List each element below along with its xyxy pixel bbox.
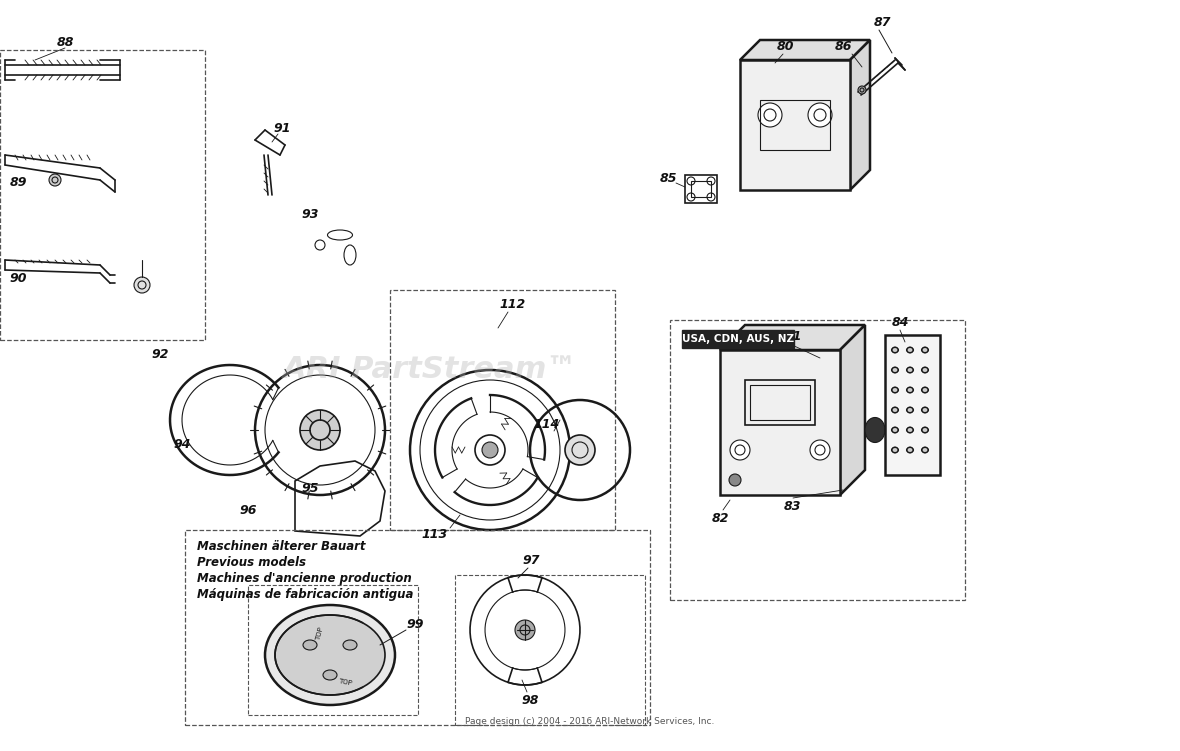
Text: 83: 83 <box>784 499 801 512</box>
Ellipse shape <box>922 388 929 393</box>
Ellipse shape <box>922 367 929 372</box>
Ellipse shape <box>906 348 913 352</box>
Text: Previous models: Previous models <box>197 556 306 569</box>
Text: 95: 95 <box>301 481 319 494</box>
Ellipse shape <box>922 348 929 352</box>
Ellipse shape <box>892 427 898 433</box>
Ellipse shape <box>323 670 337 680</box>
Text: USA, CDN, AUS, NZ: USA, CDN, AUS, NZ <box>682 334 794 344</box>
Bar <box>885 335 940 475</box>
Bar <box>691 181 712 197</box>
Ellipse shape <box>865 418 885 442</box>
Bar <box>670 320 965 600</box>
Circle shape <box>135 277 150 293</box>
Text: 94: 94 <box>173 439 191 451</box>
Ellipse shape <box>906 367 913 372</box>
Circle shape <box>730 440 750 460</box>
Text: TOP: TOP <box>315 626 324 641</box>
Text: 82: 82 <box>712 511 729 524</box>
Ellipse shape <box>922 427 929 433</box>
Circle shape <box>514 620 535 640</box>
Text: ARI PartStream™: ARI PartStream™ <box>282 355 577 385</box>
Text: Machines d'ancienne production: Machines d'ancienne production <box>197 572 412 585</box>
Circle shape <box>858 86 866 94</box>
Bar <box>745 380 815 425</box>
Polygon shape <box>720 325 865 350</box>
Text: 98: 98 <box>522 693 539 707</box>
Circle shape <box>758 103 782 127</box>
Text: 80: 80 <box>776 41 794 53</box>
Text: Máquinas de fabricación antigua: Máquinas de fabricación antigua <box>197 588 413 601</box>
Text: 86: 86 <box>834 41 852 53</box>
Ellipse shape <box>906 388 913 393</box>
Circle shape <box>300 410 340 450</box>
Ellipse shape <box>266 605 395 705</box>
Text: 97: 97 <box>523 553 539 566</box>
Circle shape <box>809 440 830 460</box>
Bar <box>720 350 840 495</box>
Text: 92: 92 <box>151 348 169 361</box>
Ellipse shape <box>906 448 913 453</box>
Bar <box>248 585 418 715</box>
Polygon shape <box>850 40 870 190</box>
Polygon shape <box>840 325 865 495</box>
Bar <box>750 385 809 420</box>
Bar <box>185 530 650 725</box>
Text: 85: 85 <box>660 171 677 185</box>
Bar <box>740 60 850 190</box>
Bar <box>686 175 717 203</box>
Text: 96: 96 <box>240 503 257 517</box>
Polygon shape <box>740 40 870 60</box>
Text: 114: 114 <box>533 418 560 432</box>
Ellipse shape <box>922 448 929 453</box>
Ellipse shape <box>892 448 898 453</box>
FancyBboxPatch shape <box>682 330 794 348</box>
Ellipse shape <box>922 408 929 412</box>
Text: TOP: TOP <box>337 677 353 686</box>
Ellipse shape <box>343 640 358 650</box>
Text: 88: 88 <box>57 35 73 49</box>
Circle shape <box>808 103 832 127</box>
Bar <box>391 290 615 530</box>
Text: 93: 93 <box>301 209 319 222</box>
Ellipse shape <box>892 388 898 393</box>
Ellipse shape <box>906 427 913 433</box>
Text: 91: 91 <box>274 122 290 134</box>
Ellipse shape <box>303 640 317 650</box>
Text: 84: 84 <box>891 315 909 328</box>
Text: 90: 90 <box>9 272 27 285</box>
Ellipse shape <box>275 615 385 695</box>
Text: 99: 99 <box>406 619 424 632</box>
Ellipse shape <box>892 348 898 352</box>
Text: Page design (c) 2004 - 2016 ARI-Network Services, Inc.: Page design (c) 2004 - 2016 ARI-Network … <box>465 717 715 726</box>
Circle shape <box>729 474 741 486</box>
Text: 89: 89 <box>9 176 27 189</box>
Ellipse shape <box>906 408 913 412</box>
Text: 112: 112 <box>500 298 526 312</box>
Circle shape <box>50 174 61 186</box>
Text: 113: 113 <box>422 529 448 541</box>
Text: 81: 81 <box>785 330 801 343</box>
Ellipse shape <box>892 367 898 372</box>
Text: Maschinen älterer Bauart: Maschinen älterer Bauart <box>197 540 366 553</box>
Ellipse shape <box>892 408 898 412</box>
Bar <box>0 50 205 340</box>
Bar <box>455 575 645 725</box>
Bar <box>760 100 830 150</box>
Text: 87: 87 <box>873 16 891 29</box>
Circle shape <box>565 435 595 465</box>
Circle shape <box>481 442 498 458</box>
